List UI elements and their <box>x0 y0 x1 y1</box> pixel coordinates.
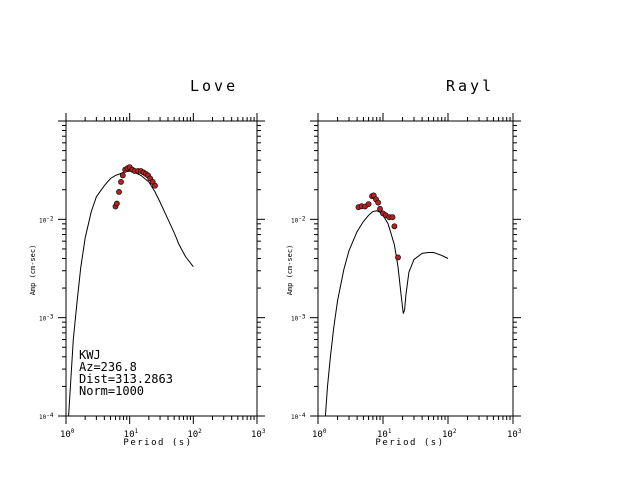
azimuth-label: Az=236.8 <box>79 360 137 374</box>
love-y-tick-labels: 10-4 10-3 10-2 <box>39 215 54 421</box>
rayl-plot-frame <box>317 120 514 417</box>
distance-label: Dist=313.2863 <box>79 372 173 386</box>
rayl-y-axis-label: Amp (cm-sec) <box>286 245 294 296</box>
love-data-point <box>118 178 124 185</box>
love-plot-frame <box>65 120 258 417</box>
rayl-data-point <box>391 223 398 230</box>
love-data-point <box>119 172 126 179</box>
rayl-x-tick-label: 101 <box>377 428 392 440</box>
rayl-x-tick-label: 100 <box>312 428 327 440</box>
rayl-data-point <box>365 201 372 207</box>
norm-label: Norm=1000 <box>79 384 144 398</box>
rayl-model-curve <box>324 210 449 417</box>
love-x-tick-label: 100 <box>60 428 75 440</box>
love-data-point <box>152 182 158 189</box>
love-annotation: KWJ Az=236.8 Dist=313.2863 Norm=1000 <box>79 348 173 398</box>
love-curves <box>68 164 194 417</box>
love-y-tick-label: 10-2 <box>39 215 54 224</box>
rayl-curves <box>324 192 449 417</box>
love-chart-title: Love <box>190 77 238 95</box>
rayl-x-axis-label: Period (s) <box>375 438 444 448</box>
love-panel: Love 100 101 102 103 10-4 10-3 10-2 Period (s… <box>29 77 266 448</box>
love-x-axis-label: Period (s) <box>123 438 192 448</box>
rayl-y-tick-label: 10-2 <box>291 215 306 224</box>
rayl-data-point <box>389 214 396 221</box>
rayl-y-tick-label: 10-3 <box>291 314 306 323</box>
rayl-axis-ticks <box>310 113 521 424</box>
love-x-tick-label: 102 <box>187 428 202 440</box>
love-x-tick-labels: 100 101 102 103 <box>60 428 266 440</box>
rayl-data-point <box>395 254 401 261</box>
rayl-data-point <box>377 205 383 212</box>
rayl-x-tick-label: 103 <box>507 428 522 440</box>
station-code: KWJ <box>79 348 101 362</box>
rayl-panel: Rayl 100 101 102 103 10-4 10-3 10-2 Period (s… <box>286 77 522 448</box>
rayl-y-tick-labels: 10-4 10-3 10-2 <box>291 215 306 421</box>
rayl-x-tick-labels: 100 101 102 103 <box>312 428 522 440</box>
love-axis-ticks <box>58 113 265 424</box>
rayl-x-tick-label: 102 <box>442 428 457 440</box>
rayl-chart-title: Rayl <box>446 77 494 95</box>
love-data-point <box>116 188 122 195</box>
rayl-data-point <box>375 199 381 206</box>
rayl-y-tick-label: 10-4 <box>291 412 306 421</box>
love-data-point <box>114 200 120 207</box>
love-x-tick-label: 103 <box>251 428 266 440</box>
love-x-tick-label: 101 <box>124 428 139 440</box>
love-y-tick-label: 10-3 <box>39 314 54 323</box>
love-y-axis-label: Amp (cm-sec) <box>29 245 37 296</box>
love-y-tick-label: 10-4 <box>39 412 54 421</box>
